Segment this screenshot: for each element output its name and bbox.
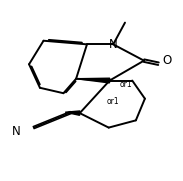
Text: N: N xyxy=(109,38,118,51)
Text: O: O xyxy=(162,54,171,67)
Text: N: N xyxy=(12,125,21,138)
Polygon shape xyxy=(65,111,80,115)
Polygon shape xyxy=(76,78,110,83)
Text: or1: or1 xyxy=(119,80,132,89)
Text: or1: or1 xyxy=(107,97,119,106)
